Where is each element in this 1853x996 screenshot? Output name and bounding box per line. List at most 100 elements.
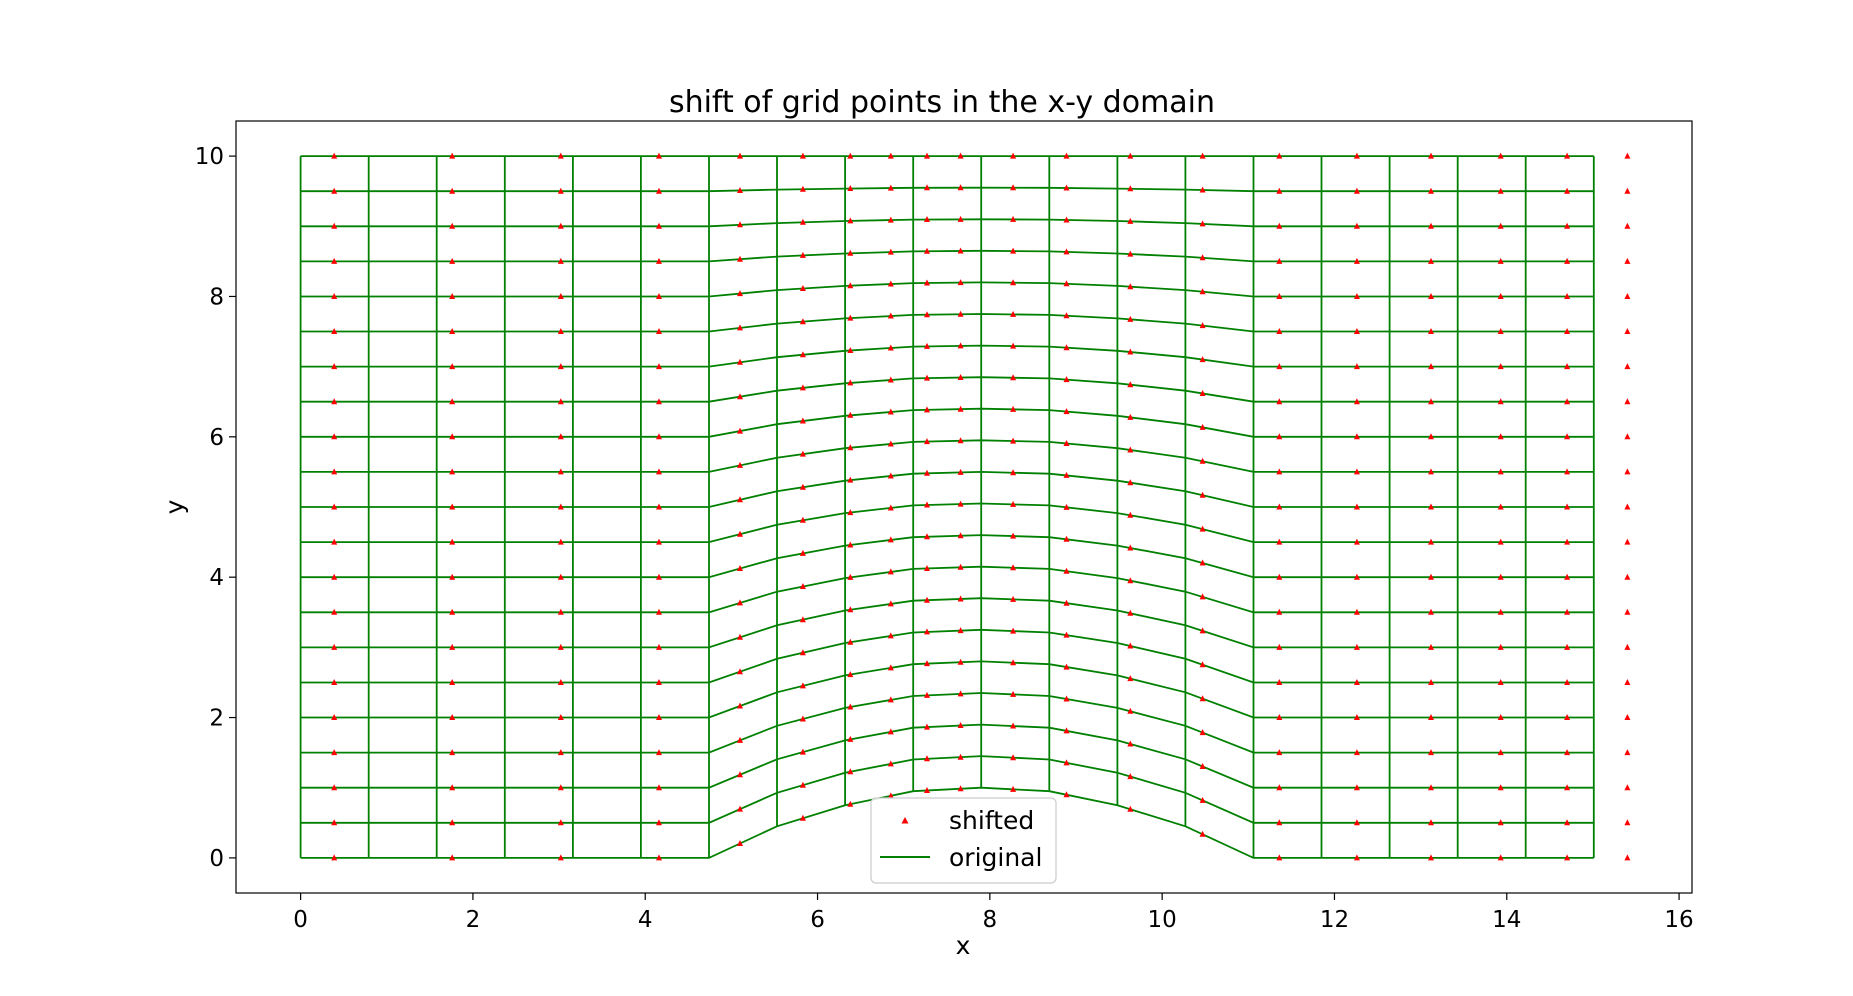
shifted-point-marker [737,461,743,468]
shifted-point-marker [1564,468,1571,475]
shifted-point-marker [331,328,338,334]
shifted-point-marker [737,599,743,606]
shifted-point-marker [1063,280,1070,287]
shifted-point-marker [737,152,743,159]
shifted-point-marker [1127,609,1134,616]
shifted-point-marker [887,344,894,351]
shifted-point-marker [1276,468,1283,475]
shifted-point-marker [1353,468,1360,475]
shifted-point-marker [1353,293,1360,299]
shifted-point-marker [1127,381,1134,388]
shifted-point-marker [887,504,894,511]
y-axis-ticks: 0 2 4 6 8 10 [195,144,236,872]
original-grid-row-line [300,755,1594,824]
shifted-point-marker [1428,293,1434,299]
shifted-point-marker [1063,376,1070,383]
shifted-point-marker [1276,643,1283,650]
shifted-point-marker [1063,408,1070,415]
shifted-point-marker [1199,525,1206,532]
shifted-point-marker [1564,854,1571,861]
shifted-point-marker [656,573,662,580]
shifted-point-marker [1010,659,1017,666]
shifted-point-marker [887,536,894,543]
shifted-point-marker [1199,390,1206,396]
shifted-point-marker [1063,471,1070,478]
shifted-point-marker [1199,593,1206,600]
original-grid-lines [299,155,1595,859]
shifted-point-marker [924,438,930,445]
shifted-point-marker [331,222,338,229]
shifted-point-marker [957,785,964,792]
shifted-point-marker [1276,854,1283,861]
shifted-point-marker [924,152,930,159]
shifted-point-marker [1428,538,1434,545]
shifted-point-marker [557,679,564,685]
x-tick-label: 14 [1492,907,1521,933]
shifted-point-marker [887,184,894,191]
shifted-point-marker [957,184,964,191]
shifted-point-marker [1199,559,1206,566]
shifted-point-marker [1353,538,1360,545]
shifted-point-marker [1564,749,1571,756]
shifted-point-marker [887,280,894,287]
shifted-point-marker [1497,749,1504,756]
shifted-point-marker [887,600,894,607]
shifted-point-marker [799,616,806,623]
shifted-point-marker [1428,784,1434,791]
shifted-point-marker [1497,854,1504,861]
shifted-point-marker [847,606,854,613]
shifted-point-marker [1353,608,1360,615]
shifted-point-marker [924,469,930,476]
shifted-points [331,152,1631,861]
shifted-point-marker [1353,433,1360,440]
shifted-point-marker [847,282,854,289]
shifted-point-marker [1063,695,1070,702]
shifted-point-marker [557,819,564,826]
shifted-point-marker [799,218,806,225]
shifted-point-marker [1276,784,1283,791]
shifted-point-marker [1276,152,1283,159]
shifted-point-marker [557,573,564,580]
shifted-point-marker [924,279,930,286]
shifted-point-marker [1010,152,1017,159]
shifted-point-marker [1564,608,1571,615]
shifted-point-marker [887,152,894,159]
shifted-point-marker [737,255,743,262]
shifted-point-marker [924,342,930,349]
shifted-point-marker [449,749,456,756]
shifted-point-marker [1127,642,1134,649]
shifted-point-marker [847,573,854,580]
shifted-point-marker [1010,279,1017,286]
shifted-point-marker [799,318,806,325]
shifted-point-marker [1276,222,1283,229]
shifted-point-marker [924,660,930,667]
shifted-point-marker [331,293,338,299]
shifted-point-marker [1624,222,1631,229]
shifted-point-marker [924,691,930,698]
shifted-point-marker [449,679,456,685]
shifted-point-marker [656,257,662,264]
shifted-point-marker [957,722,964,728]
shifted-point-marker [449,573,456,580]
shifted-point-marker [1276,714,1283,720]
shifted-point-marker [847,671,854,678]
shifted-point-marker [799,384,806,391]
shifted-point-marker [1127,805,1134,812]
original-grid-row-line [300,470,1594,508]
shifted-point-marker [924,533,930,540]
shifted-point-marker [656,854,662,861]
shifted-point-marker [1276,538,1283,545]
shifted-point-marker [1353,503,1360,510]
shifted-point-marker [449,398,456,405]
y-tick-label: 8 [209,284,224,310]
legend-box [870,797,1057,884]
shifted-point-marker [1497,679,1504,685]
shifted-point-marker [957,468,964,475]
shifted-point-marker [957,753,964,760]
shifted-point-marker [799,715,806,722]
plot-frame [235,120,1693,894]
x-tick-label: 8 [983,907,998,933]
shifted-point-marker [887,312,894,319]
shifted-point-marker [656,679,662,685]
